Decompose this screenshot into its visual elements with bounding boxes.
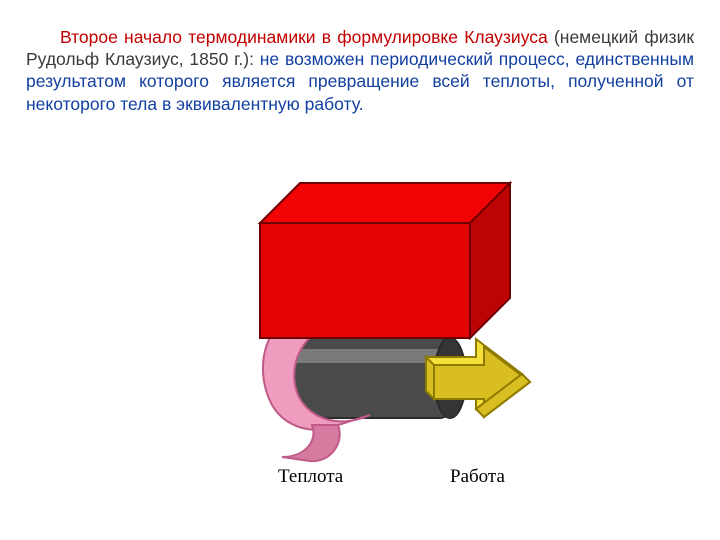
- thermo-diagram: Теплота Работа: [170, 133, 550, 493]
- cylinder-highlight: [285, 349, 445, 363]
- figure-wrap: Теплота Работа: [26, 133, 694, 498]
- label-heat: Теплота: [278, 466, 344, 487]
- work-arrow-edge2: [426, 357, 434, 399]
- block-front: [260, 223, 470, 338]
- text-red: Второе начало термодинамики в формулиров…: [60, 27, 548, 47]
- label-work: Работа: [450, 466, 505, 487]
- paragraph-clausius: Второе начало термодинамики в формулиров…: [26, 26, 694, 116]
- block-top: [260, 183, 510, 223]
